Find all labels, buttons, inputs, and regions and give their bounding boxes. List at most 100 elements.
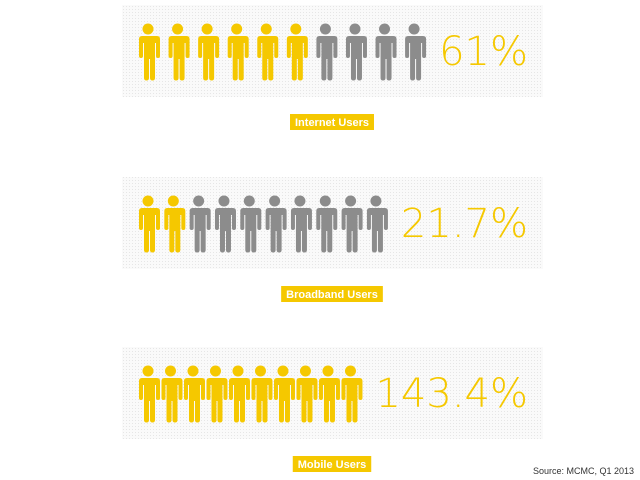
icon-head xyxy=(142,195,154,207)
icon-body xyxy=(251,378,273,423)
icon-body xyxy=(257,36,279,81)
person-icon xyxy=(345,23,367,81)
person-icon xyxy=(168,23,190,81)
icon-body xyxy=(290,208,312,253)
icon-head xyxy=(260,23,272,35)
person-icon xyxy=(265,195,287,253)
icon-head xyxy=(142,23,154,35)
icon-body xyxy=(183,378,205,423)
icon-head xyxy=(142,365,154,377)
icon-body xyxy=(198,36,220,81)
icon-body xyxy=(206,378,228,423)
icon-head xyxy=(201,23,213,35)
icon-body xyxy=(286,36,308,81)
person-icon xyxy=(366,195,388,253)
icon-head xyxy=(187,365,199,377)
icon-head xyxy=(344,365,356,377)
person-icon xyxy=(405,23,427,81)
icon-head xyxy=(379,23,391,35)
icon-head xyxy=(408,23,420,35)
icon-body xyxy=(189,208,211,253)
person-icon xyxy=(290,195,312,253)
panel xyxy=(122,5,543,97)
icon-head xyxy=(218,195,230,207)
icon-head xyxy=(277,365,289,377)
icon-body xyxy=(139,208,160,253)
person-icon xyxy=(139,365,160,423)
icon-body xyxy=(341,208,363,253)
icon-body xyxy=(296,378,318,423)
icon-body xyxy=(214,208,236,253)
person-icon xyxy=(139,195,160,253)
person-icon xyxy=(198,23,220,81)
icon-body xyxy=(273,378,295,423)
icon-head xyxy=(254,365,266,377)
icon-body xyxy=(164,208,186,253)
title-box xyxy=(290,114,374,130)
icon-head xyxy=(319,23,331,35)
value-label: 143.4% xyxy=(375,371,528,417)
person-icon xyxy=(189,195,211,253)
title-box xyxy=(292,456,372,472)
person-icon xyxy=(164,195,186,253)
icon-head xyxy=(319,195,331,207)
person-icon xyxy=(318,365,340,423)
icon-body xyxy=(227,36,249,81)
icon-body xyxy=(318,378,340,423)
icon-head xyxy=(345,195,357,207)
person-icon xyxy=(227,23,249,81)
person-icon xyxy=(251,365,273,423)
person-icon xyxy=(296,365,318,423)
icon-head xyxy=(231,23,243,35)
person-icon xyxy=(257,23,279,81)
icon-head xyxy=(349,23,361,35)
chart-title: Broadband Users xyxy=(286,289,378,301)
icon-head xyxy=(370,195,382,207)
chart-title: Mobile Users xyxy=(298,459,366,471)
icon-body xyxy=(161,378,183,423)
person-icon xyxy=(240,195,262,253)
person-icon xyxy=(316,23,338,81)
icon-head xyxy=(294,195,306,207)
icon-head xyxy=(209,365,221,377)
person-icon xyxy=(341,365,363,423)
icon-head xyxy=(290,23,302,35)
icon-body xyxy=(240,208,262,253)
icon-body xyxy=(375,36,397,81)
icon-body xyxy=(139,36,160,81)
person-icon xyxy=(161,365,183,423)
icon-body xyxy=(366,208,388,253)
icon-body xyxy=(139,378,160,423)
icon-body xyxy=(345,36,367,81)
person-icon xyxy=(139,23,160,81)
person-icon xyxy=(341,195,363,253)
person-icon xyxy=(375,23,397,81)
value-label: 21.7% xyxy=(401,201,528,247)
person-icon xyxy=(316,195,338,253)
icon-head xyxy=(322,365,334,377)
icon-head xyxy=(269,195,281,207)
icon-body xyxy=(168,36,190,81)
icon-body xyxy=(341,378,363,423)
icon-head xyxy=(164,365,176,377)
icon-body xyxy=(405,36,427,81)
icon-body xyxy=(265,208,287,253)
person-icon xyxy=(273,365,295,423)
icon-head xyxy=(167,195,179,207)
person-icon xyxy=(183,365,205,423)
chart-title: Internet Users xyxy=(295,117,369,129)
icon-head xyxy=(243,195,255,207)
icon-body xyxy=(228,378,250,423)
icon-head xyxy=(299,365,311,377)
person-icon xyxy=(228,365,250,423)
icon-body xyxy=(316,208,338,253)
source: Source: MCMC, Q1 2013 xyxy=(533,466,634,476)
value-label: 61% xyxy=(439,29,528,75)
person-icon xyxy=(286,23,308,81)
title-box xyxy=(281,286,383,302)
person-icon xyxy=(206,365,228,423)
icon-body xyxy=(316,36,338,81)
person-icon xyxy=(214,195,236,253)
icon-head xyxy=(193,195,205,207)
